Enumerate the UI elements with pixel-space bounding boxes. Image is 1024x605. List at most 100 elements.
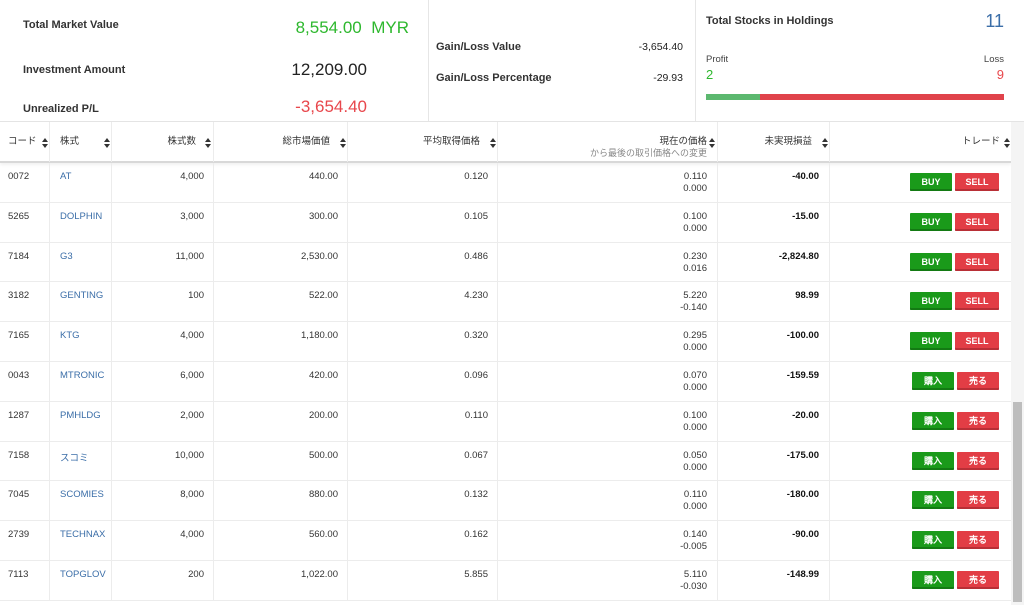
price-change: 0.000 (683, 342, 707, 354)
sell-button[interactable]: 売る (957, 570, 999, 589)
loss-count: 9 (996, 67, 1004, 82)
stock-name-link[interactable]: SCOMIES (60, 489, 104, 501)
table-row: 7113 TOPGLOV 200 1,022.00 5.855 5.110 -0… (0, 560, 1011, 601)
sort-icon (822, 138, 828, 148)
price-change: 0.000 (683, 183, 707, 194)
profit-count: 2 (706, 67, 714, 82)
stock-quantity: 10,000 (174, 449, 204, 461)
column-header-current-price-sub: から最後の取引価格への変更 (589, 148, 707, 158)
average-cost: 0.096 (464, 369, 488, 381)
stock-name-link[interactable]: TOPGLOV (60, 568, 106, 580)
stock-name-link[interactable]: GENTING (60, 290, 104, 302)
stock-name-link[interactable]: MTRONIC (60, 369, 105, 381)
sell-button[interactable]: SELL (955, 212, 999, 231)
stock-code: 5265 (8, 210, 30, 222)
stock-name-link[interactable]: G3 (60, 250, 73, 262)
sell-button[interactable]: 売る (957, 371, 999, 390)
stock-quantity: 4,000 (180, 171, 204, 182)
buy-button[interactable]: BUY (910, 212, 952, 231)
average-cost: 0.162 (464, 529, 488, 541)
table-row: 7045 SCOMIES 8,000 880.00 0.132 0.110 0.… (0, 481, 1011, 522)
market-value: 440.00 (308, 171, 338, 182)
sell-button[interactable]: 売る (957, 451, 999, 470)
scrollbar-thumb[interactable] (1013, 402, 1022, 602)
current-price: 5.110 (683, 568, 707, 580)
stock-quantity: 4,000 (180, 330, 204, 342)
holdings-table-body: 0072 AT 4,000 440.00 0.120 0.110 0.000 -… (0, 163, 1011, 601)
profit-label: Profit (706, 54, 729, 65)
stock-name-link[interactable]: KTG (60, 330, 80, 342)
sell-button[interactable]: 売る (957, 411, 999, 430)
table-row: 7165 KTG 4,000 1,180.00 0.320 0.295 0.00… (0, 322, 1011, 362)
average-cost: 0.486 (464, 250, 488, 262)
vertical-scrollbar[interactable] (1011, 122, 1024, 605)
stock-name-link[interactable]: スコミ (60, 452, 89, 464)
column-header-code[interactable]: コード (0, 122, 50, 162)
sort-icon (1004, 138, 1010, 148)
buy-button[interactable]: 購入 (912, 451, 954, 470)
gain-loss-pct: -29.93 (653, 72, 683, 84)
buy-button[interactable]: BUY (910, 173, 952, 191)
stock-name-link[interactable]: AT (60, 171, 72, 182)
market-value: 560.00 (308, 529, 338, 541)
current-price: 0.070 (683, 369, 707, 381)
total-stocks-count: 11 (985, 11, 1004, 31)
column-header-unrealized[interactable]: 未実現損益 (718, 122, 830, 162)
current-price: 0.110 (683, 489, 707, 501)
stock-code: 3182 (8, 290, 30, 302)
stock-quantity: 8,000 (180, 489, 204, 501)
stock-name-link[interactable]: DOLPHIN (60, 210, 103, 222)
buy-button[interactable]: 購入 (912, 411, 954, 430)
stock-quantity: 2,000 (180, 409, 204, 421)
buy-button[interactable]: 購入 (912, 531, 954, 550)
average-cost: 0.067 (464, 449, 488, 461)
sort-icon (42, 138, 48, 148)
sell-button[interactable]: SELL (955, 173, 999, 191)
stock-code: 1287 (8, 409, 30, 421)
unrealized-pl-value: -2,824.80 (778, 250, 819, 262)
unrealized-pl-value: 98.99 (795, 290, 819, 302)
current-price: 0.230 (683, 250, 707, 262)
gain-loss-pct-label: Gain/Loss Percentage (436, 72, 552, 84)
holdings-panel: Total Stocks in Holdings 11 Profit Loss … (695, 0, 1024, 121)
sort-icon (340, 138, 346, 148)
column-header-qty[interactable]: 株式数 (112, 122, 214, 162)
column-header-current-price-label: 現在の価格 (659, 136, 707, 147)
sort-icon (709, 138, 715, 148)
column-header-market-value[interactable]: 総市場価値 (214, 122, 348, 162)
column-header-avg-cost[interactable]: 平均取得価格 (348, 122, 498, 162)
buy-button[interactable]: BUY (910, 252, 952, 271)
market-value: 2,530.00 (301, 250, 338, 262)
sell-button[interactable]: SELL (955, 252, 999, 271)
price-change: -0.140 (680, 302, 707, 314)
sell-button[interactable]: 売る (957, 491, 999, 510)
stock-name-link[interactable]: PMHLDG (60, 409, 101, 421)
buy-button[interactable]: 購入 (912, 570, 954, 589)
gain-loss-value: -3,654.40 (638, 41, 683, 53)
unrealized-pl-value: -100.00 (786, 330, 819, 342)
market-value: 420.00 (308, 369, 338, 381)
column-header-current-price[interactable]: 現在の価格 から最後の取引価格への変更 (498, 122, 718, 162)
buy-button[interactable]: BUY (910, 332, 952, 351)
current-price: 5.220 (683, 290, 707, 302)
price-change: 0.016 (683, 262, 707, 274)
sort-icon (490, 138, 496, 148)
loss-label: Loss (983, 54, 1004, 65)
stock-quantity: 200 (188, 568, 204, 580)
sell-button[interactable]: 売る (957, 531, 999, 550)
stock-code: 7113 (8, 568, 29, 580)
buy-button[interactable]: 購入 (912, 371, 954, 390)
average-cost: 0.105 (464, 210, 488, 222)
currency-label: MYR (371, 18, 409, 37)
column-header-stock[interactable]: 株式 (50, 122, 112, 162)
market-value: 500.00 (308, 449, 338, 461)
buy-button[interactable]: 購入 (912, 491, 954, 510)
sell-button[interactable]: SELL (955, 332, 999, 351)
column-header-trade[interactable]: トレード (830, 122, 1011, 162)
stock-name-link[interactable]: TECHNAX (60, 529, 106, 541)
total-market-value-label: Total Market Value (23, 19, 119, 31)
buy-button[interactable]: BUY (910, 292, 952, 311)
gain-loss-value-label: Gain/Loss Value (436, 41, 521, 53)
sell-button[interactable]: SELL (955, 292, 999, 311)
stock-code: 7184 (8, 250, 30, 262)
